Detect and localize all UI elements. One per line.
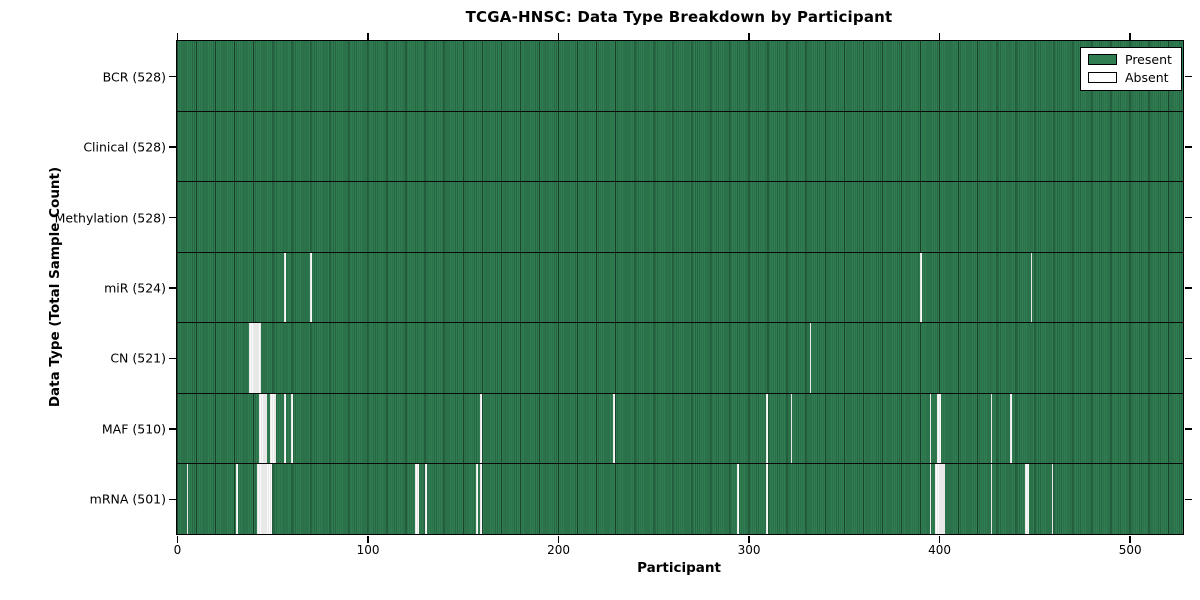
y-tick-label: miR (524)	[104, 280, 166, 296]
absent-stripe	[613, 393, 616, 464]
row-Methylation	[177, 182, 1183, 253]
absent-stripe	[479, 464, 482, 535]
y-tick-mark	[169, 357, 176, 360]
y-tick-label: CN (521)	[110, 350, 166, 366]
x-tick-label: 100	[356, 543, 380, 557]
absent-stripe	[737, 464, 740, 535]
x-tick-mark	[176, 33, 179, 40]
legend: Present Absent	[1080, 47, 1182, 91]
absent-stripe	[236, 464, 238, 535]
row-CN	[177, 323, 1183, 394]
y-tick-mark	[1185, 428, 1192, 430]
absent-stripe	[1024, 464, 1029, 535]
y-tick-mark	[1185, 75, 1192, 78]
y-tick-mark	[169, 498, 176, 501]
legend-label-present: Present	[1125, 52, 1172, 67]
y-tick-mark	[169, 428, 176, 430]
row-BCR	[177, 41, 1183, 112]
y-tick-label: BCR (528)	[102, 69, 166, 85]
y-tick-mark	[169, 146, 176, 148]
legend-swatch-absent-icon	[1088, 72, 1117, 83]
absent-stripe	[935, 464, 945, 535]
y-tick-mark	[1185, 357, 1192, 360]
row-Clinical	[177, 111, 1183, 183]
legend-entry-present: Present	[1088, 53, 1172, 66]
legend-label-absent: Absent	[1125, 70, 1169, 85]
absent-stripe	[479, 393, 482, 464]
absent-stripe	[929, 393, 932, 464]
absent-stripe	[270, 393, 277, 464]
absent-stripe	[1009, 393, 1012, 464]
y-tick-mark	[169, 216, 176, 219]
y-tick-mark	[1185, 146, 1192, 148]
absent-stripe	[310, 252, 313, 323]
x-tick-mark	[367, 536, 369, 543]
absent-stripe	[937, 393, 941, 464]
chart-title: TCGA-HNSC: Data Type Breakdown by Partic…	[465, 8, 893, 26]
x-tick-mark	[748, 536, 750, 543]
y-tick-mark	[169, 287, 176, 289]
x-tick-mark	[176, 536, 179, 543]
absent-stripe	[186, 464, 189, 535]
x-tick-mark	[367, 33, 369, 40]
x-tick-mark	[557, 33, 560, 40]
row-mRNA	[177, 464, 1183, 535]
absent-stripe	[990, 464, 993, 535]
plot-area	[176, 40, 1184, 535]
row-miR	[177, 252, 1183, 324]
absent-stripe	[424, 464, 427, 535]
x-axis-label: Participant	[637, 560, 721, 576]
absent-stripe	[1030, 252, 1033, 323]
y-tick-mark	[1185, 498, 1192, 501]
y-tick-label: Clinical (528)	[83, 139, 166, 155]
x-tick-label: 200	[547, 543, 570, 557]
y-tick-label: MAF (510)	[101, 421, 166, 437]
x-tick-label: 0	[173, 543, 182, 557]
absent-stripe	[258, 393, 267, 464]
legend-entry-absent: Absent	[1088, 71, 1172, 84]
absent-stripe	[291, 393, 294, 464]
y-tick-mark	[169, 75, 176, 78]
x-tick-label: 400	[928, 543, 952, 557]
absent-stripe	[476, 464, 479, 535]
row-MAF	[177, 393, 1183, 465]
absent-stripe	[809, 323, 812, 393]
y-tick-label: mRNA (501)	[89, 491, 166, 507]
absent-stripe	[415, 464, 419, 535]
x-tick-mark	[557, 536, 560, 543]
absent-stripe	[257, 464, 273, 535]
absent-stripe	[790, 393, 793, 464]
absent-stripe	[765, 393, 768, 464]
y-tick-mark	[1185, 216, 1192, 219]
x-tick-label: 500	[1118, 543, 1142, 557]
absent-stripe	[1051, 464, 1054, 535]
absent-stripe	[765, 464, 768, 535]
x-tick-mark	[748, 33, 750, 40]
x-tick-mark	[1129, 33, 1131, 40]
absent-stripe	[990, 393, 993, 464]
x-tick-mark	[938, 33, 941, 40]
x-tick-mark	[1129, 536, 1131, 543]
x-tick-label: 300	[737, 543, 761, 557]
y-tick-label: Methylation (528)	[54, 210, 166, 226]
absent-stripe	[929, 464, 932, 535]
absent-stripe	[249, 323, 261, 393]
absent-stripe	[920, 252, 922, 323]
absent-stripe	[283, 252, 286, 323]
x-tick-mark	[938, 536, 941, 543]
y-tick-mark	[1185, 287, 1192, 289]
absent-stripe	[283, 393, 286, 464]
legend-swatch-present-icon	[1088, 54, 1117, 65]
